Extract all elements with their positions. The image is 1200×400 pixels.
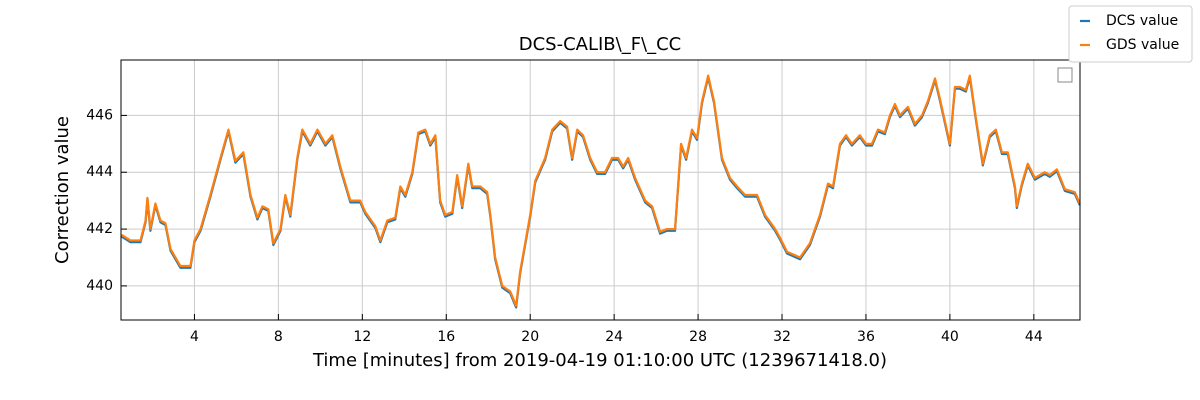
x-tick-label: 36 bbox=[857, 329, 875, 345]
legend-label: DCS value bbox=[1106, 13, 1178, 29]
legend-box bbox=[1068, 5, 1193, 63]
grid bbox=[121, 60, 1080, 320]
series-line bbox=[120, 76, 1081, 309]
legend: DCS value GDS value bbox=[1080, 13, 1179, 53]
lines bbox=[120, 74, 1081, 309]
series-line bbox=[120, 74, 1081, 307]
plot-frame bbox=[120, 59, 1081, 321]
x-tick-label: 24 bbox=[605, 329, 623, 345]
empty-legend-box bbox=[1057, 67, 1073, 83]
ticks: 4 8 12 16 20 24 28 32 36 40 44 440 442 444 446 bbox=[86, 107, 1043, 345]
x-tick-label: 20 bbox=[521, 329, 539, 345]
legend-label: GDS value bbox=[1106, 37, 1179, 53]
x-tick-label: 12 bbox=[353, 329, 371, 345]
y-axis-label: Correction value bbox=[52, 116, 73, 264]
y-tick-label: 444 bbox=[86, 164, 113, 180]
x-tick-label: 16 bbox=[437, 329, 455, 345]
x-tick-label: 28 bbox=[689, 329, 707, 345]
x-tick-label: 44 bbox=[1025, 329, 1043, 345]
y-tick-label: 442 bbox=[86, 221, 113, 237]
y-tick-label: 440 bbox=[86, 278, 113, 294]
chart-title: DCS-CALIB\_F\_CC bbox=[519, 34, 682, 55]
x-tick-label: 40 bbox=[941, 329, 959, 345]
x-tick-label: 32 bbox=[773, 329, 791, 345]
y-tick-label: 446 bbox=[86, 107, 113, 123]
x-tick-label: 4 bbox=[190, 329, 199, 345]
x-axis-label: Time [minutes] from 2019-04-19 01:10:00 … bbox=[312, 350, 887, 371]
x-tick-label: 8 bbox=[274, 329, 283, 345]
